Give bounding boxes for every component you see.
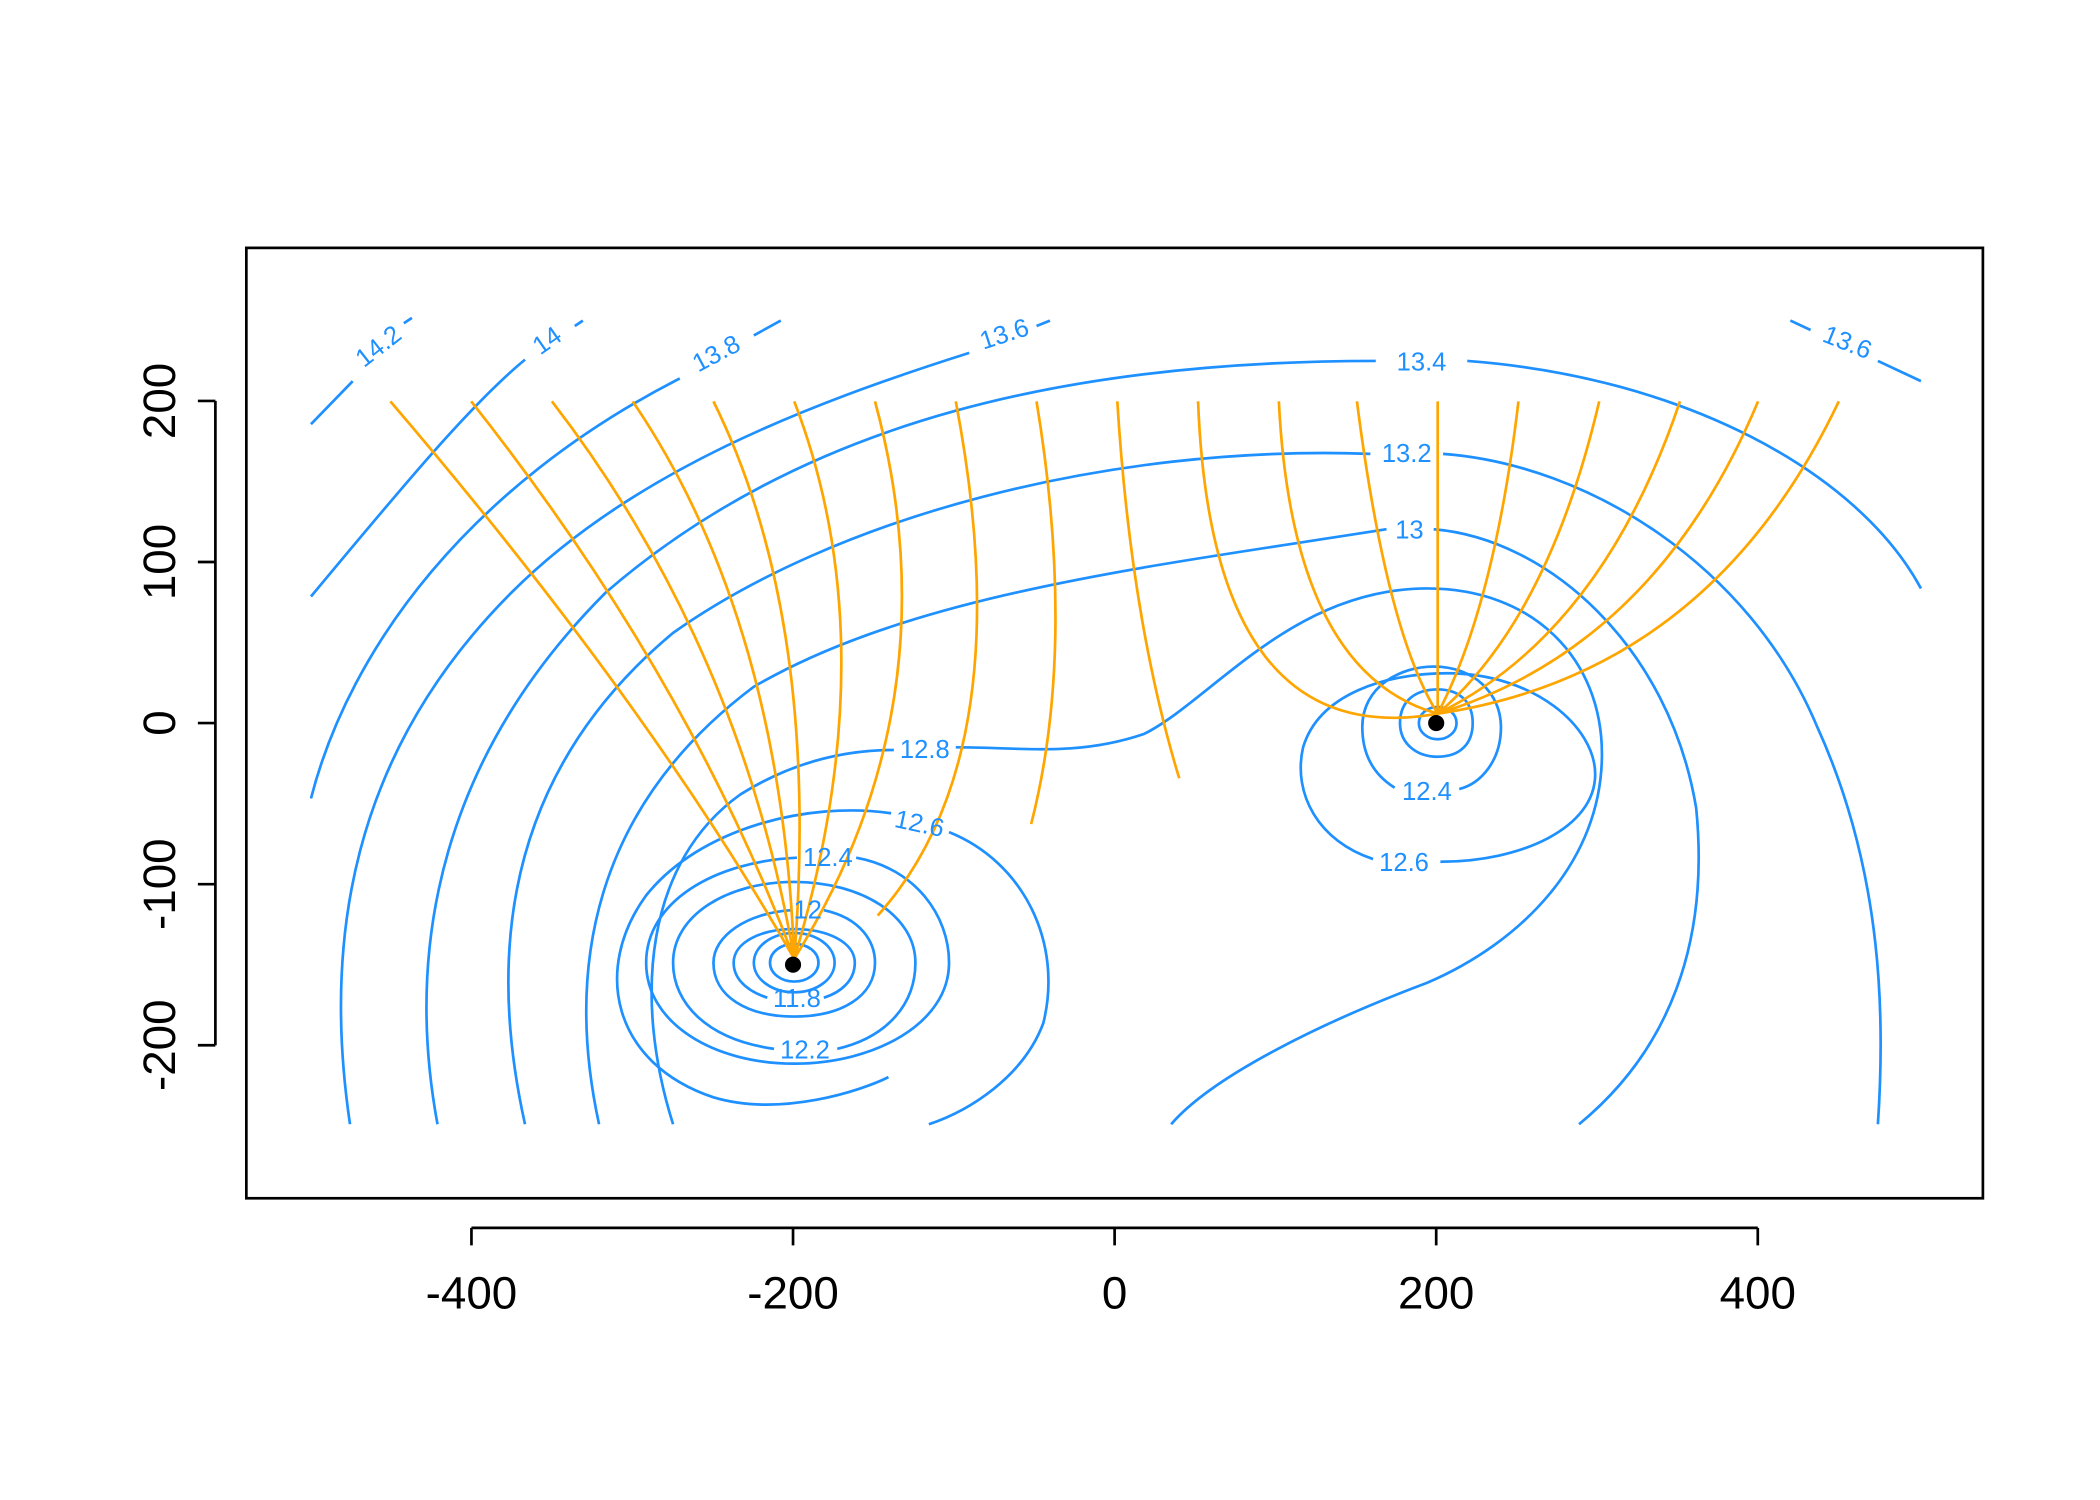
contour-label: 12.8 — [900, 736, 950, 764]
flow-line — [793, 400, 904, 960]
contour-label: 14.2 — [351, 320, 407, 373]
contour-line — [339, 319, 1922, 1125]
x-tick-label: 0 — [1102, 1268, 1127, 1319]
flow-line — [1115, 401, 1181, 779]
flow-line — [470, 400, 796, 960]
contour-label: 12.4 — [1402, 778, 1452, 806]
contour-label: 12.6 — [892, 805, 946, 843]
contour-label: 12 — [793, 896, 821, 924]
flow-lines — [389, 400, 1841, 960]
flow-line — [876, 401, 979, 917]
contour-label: 13.4 — [1397, 348, 1447, 376]
contour-label: 12.2 — [780, 1036, 830, 1064]
flow-line — [1436, 401, 1520, 715]
well — [784, 956, 802, 973]
flow-line — [1355, 401, 1439, 715]
flow-line — [1029, 401, 1057, 825]
x-tick-label: -400 — [426, 1268, 518, 1319]
flow-line — [1436, 401, 1601, 715]
y-tick-label: 200 — [134, 363, 185, 439]
contour-line — [309, 319, 782, 799]
contour-label: 13.8 — [688, 330, 745, 378]
flow-line — [1437, 400, 1760, 715]
contour-line — [585, 527, 1700, 1126]
contour-label: 12.6 — [1379, 849, 1429, 877]
flow-line — [1196, 401, 1438, 720]
y-tick-label: -200 — [134, 999, 185, 1091]
contour-line — [644, 665, 1503, 1066]
well — [1428, 715, 1445, 732]
contour-label: 13 — [1395, 517, 1423, 545]
y-tick-label: -100 — [134, 838, 185, 930]
contour-line — [732, 927, 857, 999]
flow-line — [550, 400, 796, 959]
contour-line — [507, 451, 1883, 1125]
x-tick-label: 200 — [1398, 1268, 1474, 1319]
flow-line — [389, 400, 796, 960]
contour-label: 14 — [528, 321, 567, 360]
contour-label: 12.4 — [803, 844, 853, 872]
flow-line — [792, 400, 843, 960]
y-tick-label: 100 — [134, 524, 185, 600]
flow-line — [712, 400, 801, 959]
flow-line — [631, 400, 796, 959]
y-tick-label: 0 — [134, 710, 185, 735]
x-tick-label: -200 — [747, 1268, 839, 1319]
contour-line — [615, 671, 1597, 1126]
contour-label: 13.2 — [1382, 440, 1432, 468]
x-tick-label: 400 — [1720, 1268, 1796, 1319]
contour-label: 13.6 — [1819, 320, 1876, 365]
plot-frame — [245, 246, 1985, 1200]
flow-line — [1277, 401, 1439, 715]
contour-line — [309, 316, 413, 426]
contour-line — [671, 880, 917, 1051]
flow-line — [1437, 400, 1682, 715]
contour-line — [712, 688, 1475, 1018]
contour-label: 13.6 — [976, 314, 1032, 356]
contours — [309, 316, 1923, 1126]
flow-line — [1437, 400, 1841, 715]
contour-line — [425, 359, 1923, 1125]
contour-labels: 14.2 14 13.8 13.6 13.6 13.4 13.2 13 12.8… — [351, 314, 1876, 1065]
contour-label: 11.8 — [773, 985, 821, 1013]
